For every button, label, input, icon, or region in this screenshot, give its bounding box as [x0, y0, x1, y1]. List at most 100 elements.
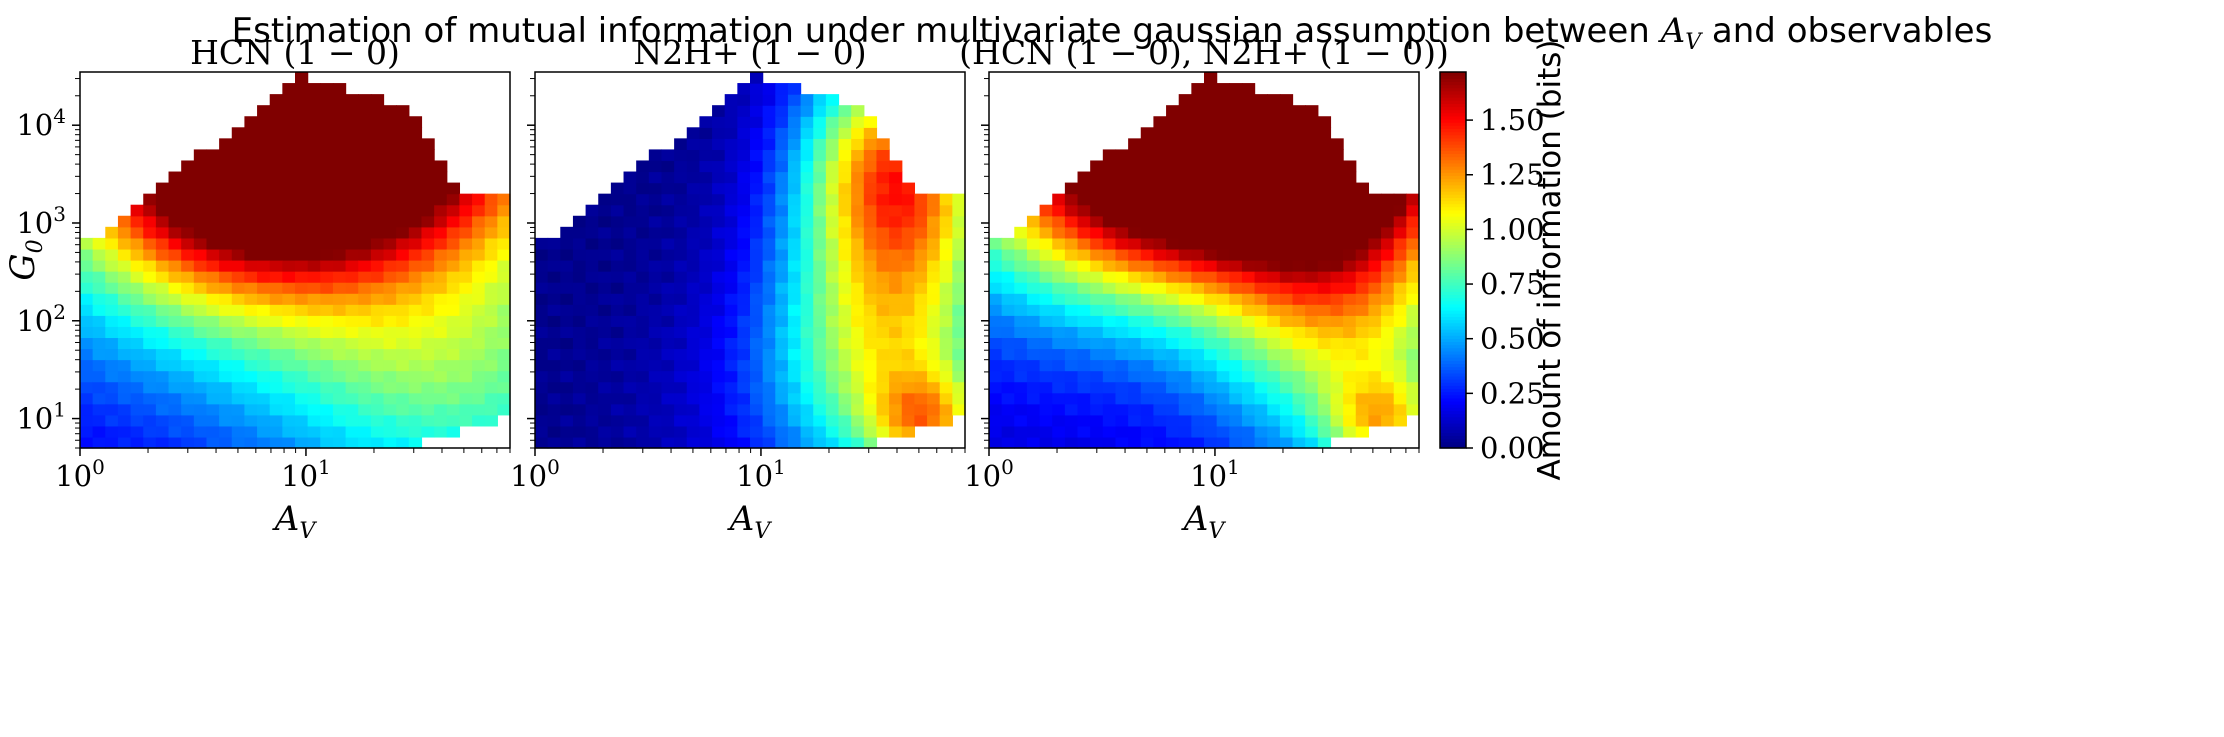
heatmap-cell	[358, 182, 372, 195]
heatmap-cell	[320, 171, 334, 184]
heatmap-cell	[1153, 414, 1167, 427]
heatmap-cell	[168, 260, 182, 272]
heatmap-cell	[370, 337, 385, 350]
heatmap-cell	[699, 304, 713, 316]
heatmap-cell	[825, 226, 840, 239]
heatmap-cell	[1102, 271, 1117, 283]
heatmap-cell	[838, 392, 852, 405]
heatmap-cell	[143, 282, 157, 294]
heatmap-cell	[1052, 403, 1066, 416]
heatmap-cell	[295, 94, 309, 106]
heatmap-cell	[282, 149, 296, 162]
heatmap-cell	[825, 149, 840, 162]
heatmap-cell	[1355, 304, 1370, 316]
colorbar-segment	[1440, 140, 1466, 145]
heatmap-cell	[1330, 425, 1344, 438]
colorbar-segment	[1440, 109, 1466, 114]
heatmap-cell	[282, 381, 296, 394]
heatmap-cell	[269, 248, 283, 261]
heatmap-cell	[295, 381, 309, 394]
heatmap-cell	[193, 370, 208, 383]
heatmap-cell	[497, 326, 511, 339]
heatmap-cell	[737, 304, 751, 316]
heatmap-cell	[901, 370, 916, 383]
heatmap-cell	[1026, 271, 1041, 283]
heatmap-cell	[1305, 414, 1319, 427]
heatmap-cell	[901, 215, 916, 228]
heatmap-cell	[295, 304, 309, 316]
heatmap-cell	[1241, 370, 1256, 383]
heatmap-cell	[1178, 182, 1192, 195]
heatmap-cell	[724, 359, 738, 372]
heatmap-cell	[1355, 260, 1370, 272]
x-tick-label: 100	[510, 455, 560, 493]
heatmap-cell	[1039, 315, 1053, 327]
heatmap-cell	[762, 215, 776, 228]
heatmap-cell	[636, 260, 650, 272]
heatmap-cell	[699, 271, 713, 283]
heatmap-cell	[724, 337, 738, 350]
heatmap-cell	[535, 237, 549, 250]
heatmap-cell	[295, 226, 309, 239]
heatmap-cell	[838, 348, 852, 361]
heatmap-cell	[585, 226, 599, 239]
heatmap-cell	[193, 248, 208, 261]
heatmap-cell	[927, 392, 941, 405]
heatmap-cell	[636, 271, 650, 283]
heatmap-cell	[686, 237, 701, 250]
heatmap-cell	[1204, 359, 1218, 372]
heatmap-cell	[295, 182, 309, 195]
heatmap-cell	[851, 436, 865, 449]
heatmap-cell	[1216, 403, 1230, 416]
heatmap-cell	[143, 392, 157, 405]
heatmap-cell	[737, 359, 751, 372]
heatmap-cell	[750, 105, 764, 117]
heatmap-cell	[598, 381, 612, 394]
heatmap-cell	[699, 116, 713, 128]
heatmap-cell	[863, 248, 878, 261]
heatmap-cell	[1355, 326, 1370, 339]
heatmap-cell	[1229, 392, 1243, 405]
heatmap-cell	[1153, 127, 1167, 139]
y-tick-label: 101	[16, 398, 66, 436]
heatmap-cell	[459, 304, 473, 316]
colorbar-segment	[1440, 379, 1466, 383]
heatmap-cell	[408, 392, 423, 405]
colorbar-segment	[1440, 281, 1466, 286]
heatmap-cell	[358, 315, 372, 327]
heatmap-cell	[1343, 215, 1357, 228]
heatmap-cell	[750, 260, 764, 272]
heatmap-cell	[1178, 392, 1192, 405]
heatmap-cell	[421, 226, 435, 239]
heatmap-cell	[585, 271, 599, 283]
heatmap-cell	[1026, 326, 1041, 339]
heatmap-cell	[1292, 282, 1306, 294]
heatmap-cell	[1305, 226, 1319, 239]
heatmap-cell	[497, 260, 511, 272]
heatmap-cell	[1102, 436, 1117, 449]
heatmap-cell	[724, 226, 738, 239]
heatmap-cell	[295, 414, 309, 427]
heatmap-cell	[1279, 149, 1294, 162]
heatmap-cell	[282, 359, 296, 372]
heatmap-cell	[661, 414, 675, 427]
heatmap-cell	[1330, 414, 1344, 427]
heatmap-cell	[1317, 171, 1332, 184]
heatmap-cell	[219, 138, 233, 151]
heatmap-cell	[750, 370, 764, 383]
heatmap-cell	[1115, 260, 1129, 272]
heatmap-cell	[1166, 403, 1180, 416]
heatmap-cell	[396, 204, 410, 217]
heatmap-cell	[408, 271, 423, 283]
heatmap-cell	[535, 282, 549, 294]
heatmap-cell	[661, 304, 675, 316]
heatmap-cell	[952, 381, 966, 394]
heatmap-cell	[459, 260, 473, 272]
heatmap-cell	[1406, 215, 1420, 228]
heatmap-cell	[105, 359, 119, 372]
heatmap-cell	[800, 193, 814, 206]
heatmap-cell	[206, 260, 220, 272]
heatmap-cell	[1153, 370, 1167, 383]
